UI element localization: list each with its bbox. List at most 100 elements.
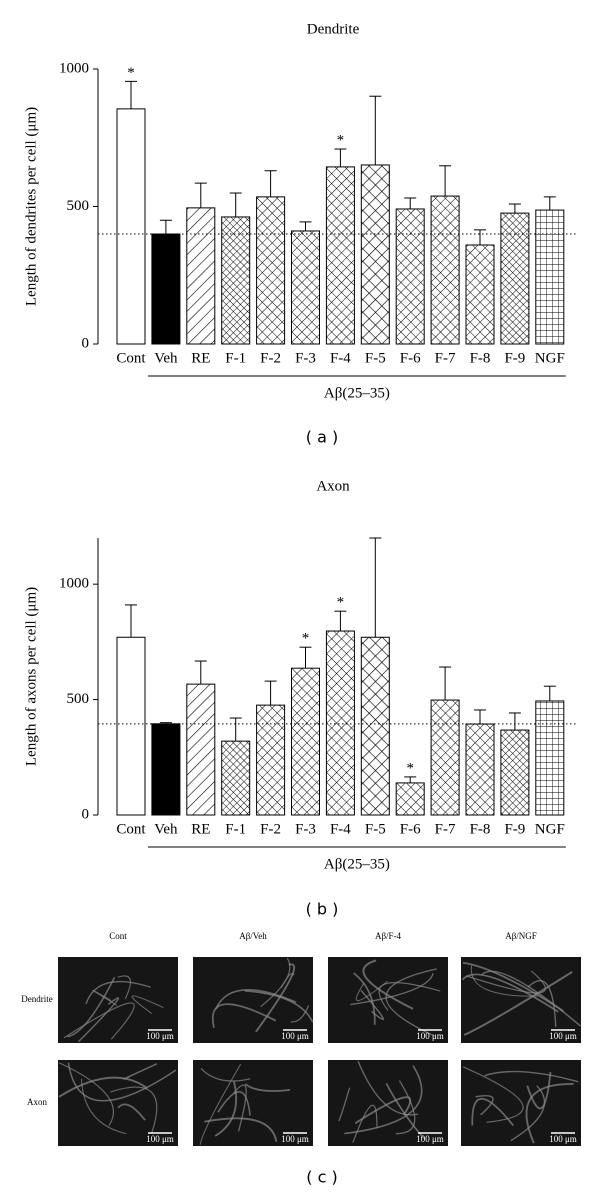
bar: [535, 700, 565, 816]
y-axis-label: Length of axons per cell (μm): [23, 587, 39, 766]
bar: [186, 683, 216, 816]
bar: [430, 195, 460, 345]
group-label: Aβ(25–35): [324, 856, 390, 872]
neurite: [466, 970, 546, 994]
x-tick-label: F-5: [365, 350, 386, 366]
y-tick-label: 500: [67, 691, 90, 707]
neurite: [481, 970, 582, 1027]
x-tick-label: F-2: [260, 350, 281, 366]
x-tick-label: Cont: [116, 350, 146, 366]
neurite: [385, 968, 437, 1037]
bar: [395, 208, 425, 345]
scale-bar-label: 100 μm: [281, 1031, 309, 1041]
x-tick-label: Veh: [154, 821, 178, 837]
y-tick-label: 1000: [59, 60, 89, 76]
bar: [186, 207, 216, 345]
bar: [500, 212, 530, 345]
neurite: [470, 965, 538, 997]
x-tick-label: F-3: [295, 350, 316, 366]
micrograph: [461, 1060, 581, 1146]
x-tick-label: F-4: [330, 350, 351, 366]
neurite: [58, 1062, 114, 1126]
x-tick-label: RE: [191, 821, 210, 837]
x-tick-label: F-6: [400, 821, 421, 837]
x-tick-label: F-4: [330, 821, 351, 837]
neurite: [232, 1084, 247, 1132]
y-tick-label: 0: [82, 335, 90, 351]
bar: [151, 233, 181, 345]
bar: [256, 196, 286, 345]
neurite: [244, 990, 314, 1023]
neurite: [211, 1003, 277, 1028]
bar: [221, 216, 251, 345]
neurite: [463, 971, 573, 1036]
neurite: [378, 982, 441, 1011]
neurite: [67, 1062, 177, 1102]
neurite: [77, 997, 120, 1043]
bar: [151, 723, 181, 816]
y-tick-label: 0: [82, 806, 90, 822]
x-tick-label: F-1: [225, 350, 246, 366]
neurite: [214, 1080, 238, 1137]
neurite: [58, 1076, 148, 1098]
x-tick-label: F-8: [470, 350, 491, 366]
neurite: [123, 1063, 158, 1080]
y-tick-label: 1000: [59, 576, 89, 592]
x-tick-label: Cont: [116, 821, 146, 837]
neurite: [280, 972, 295, 989]
bar: [430, 699, 460, 816]
x-tick-label: F-7: [435, 821, 456, 837]
bar: [535, 209, 565, 345]
neurite: [385, 1082, 425, 1139]
neurite: [215, 989, 297, 1010]
chart-title: Dendrite: [307, 21, 360, 37]
bar: [325, 630, 355, 816]
x-tick-label: F-8: [470, 821, 491, 837]
x-tick-label: F-9: [504, 821, 525, 837]
bar: [325, 166, 355, 345]
neurite: [217, 1091, 251, 1116]
neurite: [395, 1080, 416, 1135]
panel-label: ( c ): [306, 1168, 337, 1187]
neurite: [338, 1087, 351, 1122]
column-label: Aβ/F-4: [375, 931, 402, 941]
y-axis-label: Length of dendrites per cell (μm): [23, 107, 39, 306]
bar: [256, 704, 286, 816]
neurite: [362, 959, 414, 1010]
scale-bar-label: 100 μm: [549, 1134, 577, 1144]
neurite: [67, 976, 116, 1038]
neurite: [510, 1085, 546, 1142]
bar: [395, 782, 425, 816]
bar: [291, 667, 320, 816]
panel-label: ( b ): [306, 900, 339, 919]
scale-bar-label: 100 μm: [416, 1031, 444, 1041]
x-tick-label: F-1: [225, 821, 246, 837]
bar: [360, 636, 390, 816]
scale-bar-label: 100 μm: [281, 1134, 309, 1144]
neurite: [484, 1070, 579, 1083]
neurite: [471, 1097, 515, 1127]
bar: [465, 244, 495, 345]
scale-bar-label: 100 μm: [416, 1134, 444, 1144]
neurite: [360, 989, 385, 1021]
neurite: [463, 1066, 524, 1123]
neurite: [352, 1104, 378, 1143]
significance-star: *: [337, 595, 345, 611]
neurite: [80, 1078, 127, 1135]
chart-title: Axon: [316, 478, 350, 494]
bar: [116, 636, 146, 816]
x-tick-label: F-2: [260, 821, 281, 837]
column-label: Cont: [109, 931, 127, 941]
neurite: [63, 1002, 135, 1040]
y-tick-label: 500: [67, 198, 90, 214]
neurite: [475, 1095, 494, 1116]
x-tick-label: NGF: [535, 821, 565, 837]
scale-bar-label: 100 μm: [146, 1031, 174, 1041]
neurite: [355, 980, 388, 1001]
x-tick-label: F-3: [295, 821, 316, 837]
neurite: [290, 1005, 310, 1023]
row-label: Dendrite: [21, 994, 53, 1004]
neurite: [350, 972, 434, 1006]
bar: [221, 740, 251, 816]
